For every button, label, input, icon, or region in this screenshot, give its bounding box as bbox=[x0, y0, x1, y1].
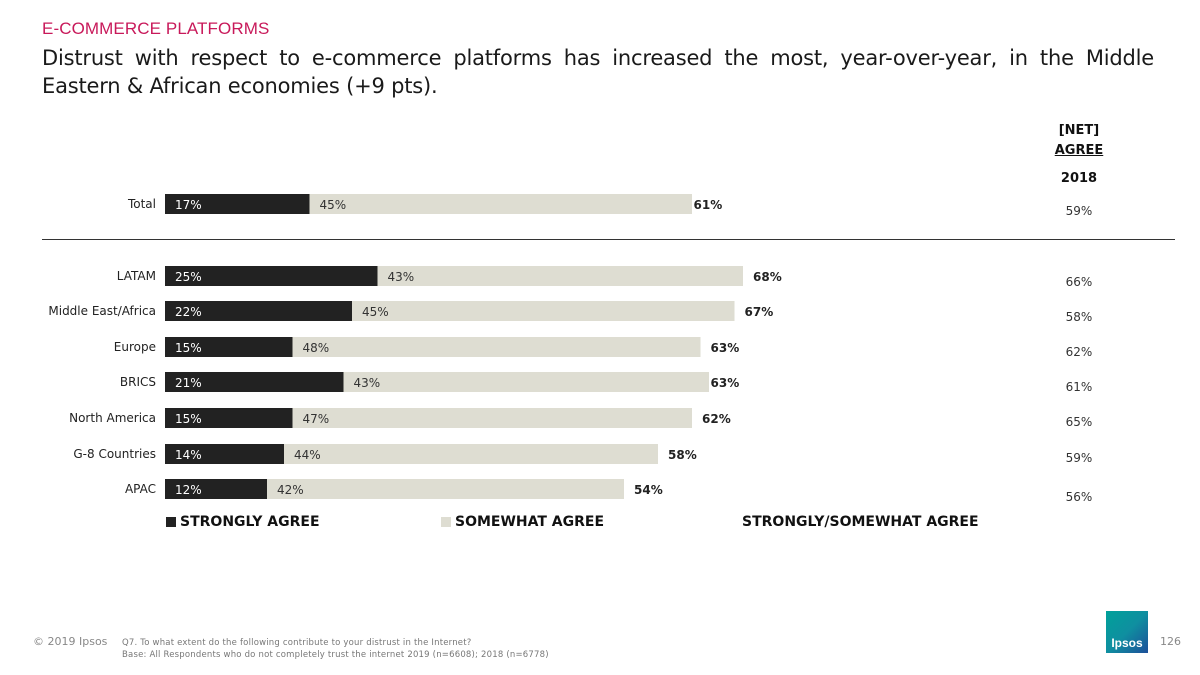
net-2018-value: 59% bbox=[1066, 451, 1093, 465]
legend-strongly-agree: STRONGLY AGREE bbox=[166, 514, 320, 530]
category-label: Europe bbox=[114, 340, 156, 354]
net-2018-value: 59% bbox=[1066, 204, 1093, 218]
category-label: G-8 Countries bbox=[73, 447, 156, 461]
bar-somewhat-agree bbox=[343, 372, 709, 392]
value-label-somewhat: 44% bbox=[294, 448, 321, 462]
total-label: 63% bbox=[711, 376, 740, 390]
net-2018-value: 56% bbox=[1066, 490, 1093, 504]
net-2018-value: 62% bbox=[1066, 345, 1093, 359]
value-label-somewhat: 42% bbox=[277, 483, 304, 497]
legend-total: STRONGLY/SOMEWHAT AGREE bbox=[742, 514, 979, 530]
total-label: 58% bbox=[668, 448, 697, 462]
category-label: APAC bbox=[125, 482, 156, 496]
value-label-somewhat: 48% bbox=[303, 341, 330, 355]
net-header-label: [NET] bbox=[1058, 123, 1100, 138]
total-divider bbox=[42, 239, 1175, 240]
value-label-strongly: 14% bbox=[175, 448, 202, 462]
value-label-strongly: 17% bbox=[175, 198, 202, 212]
total-label: 54% bbox=[634, 483, 663, 497]
page-number: 126 bbox=[1160, 635, 1181, 648]
bar-somewhat-agree bbox=[309, 194, 692, 214]
legend-somewhat-agree: SOMEWHAT AGREE bbox=[441, 514, 604, 530]
category-label: LATAM bbox=[117, 269, 156, 283]
footnote-base: Base: All Respondents who do not complet… bbox=[122, 650, 549, 660]
value-label-strongly: 22% bbox=[175, 305, 202, 319]
category-label: BRICS bbox=[120, 375, 156, 389]
value-label-strongly: 25% bbox=[175, 270, 202, 284]
section-title: E-COMMERCE PLATFORMS bbox=[42, 19, 270, 38]
bar-strongly-agree bbox=[165, 194, 310, 214]
bar-strongly-agree bbox=[165, 372, 344, 392]
total-label: 67% bbox=[745, 305, 774, 319]
bar-somewhat-agree bbox=[377, 266, 743, 286]
bar-strongly-agree bbox=[165, 408, 293, 428]
legend-label-somewhat: SOMEWHAT AGREE bbox=[455, 514, 605, 530]
net-2018-value: 66% bbox=[1066, 275, 1093, 289]
bar-somewhat-agree bbox=[284, 444, 658, 464]
value-label-strongly: 15% bbox=[175, 412, 202, 426]
category-label: Total bbox=[127, 197, 156, 211]
value-label-strongly: 21% bbox=[175, 376, 202, 390]
ipsos-logo: Ipsos bbox=[1106, 611, 1148, 653]
bar-strongly-agree bbox=[165, 479, 267, 499]
value-label-somewhat: 45% bbox=[320, 198, 347, 212]
net-2018-value: 65% bbox=[1066, 415, 1093, 429]
legend-swatch-strong bbox=[166, 517, 176, 527]
legend-label-strong: STRONGLY AGREE bbox=[180, 514, 320, 530]
bar-strongly-agree bbox=[165, 266, 378, 286]
value-label-strongly: 12% bbox=[175, 483, 202, 497]
bar-somewhat-agree bbox=[267, 479, 624, 499]
total-label: 61% bbox=[694, 198, 723, 212]
legend-swatch-somewhat bbox=[441, 517, 451, 527]
net-2018-value: 61% bbox=[1066, 380, 1093, 394]
bar-somewhat-agree bbox=[292, 408, 692, 428]
bar-somewhat-agree bbox=[292, 337, 701, 357]
value-label-somewhat: 43% bbox=[388, 270, 415, 284]
value-label-somewhat: 47% bbox=[303, 412, 330, 426]
bar-strongly-agree bbox=[165, 337, 293, 357]
value-label-somewhat: 45% bbox=[362, 305, 389, 319]
net-2018-value: 58% bbox=[1066, 310, 1093, 324]
total-label: 68% bbox=[753, 270, 782, 284]
category-label: Middle East/Africa bbox=[48, 304, 156, 318]
headline: Distrust with respect to e-commerce plat… bbox=[42, 46, 1154, 98]
bar-strongly-agree bbox=[165, 301, 352, 321]
copyright: © 2019 Ipsos bbox=[33, 635, 108, 648]
footnote-question: Q7. To what extent do the following cont… bbox=[122, 638, 472, 648]
value-label-strongly: 15% bbox=[175, 341, 202, 355]
total-label: 62% bbox=[702, 412, 731, 426]
value-label-somewhat: 43% bbox=[354, 376, 381, 390]
bar-somewhat-agree bbox=[352, 301, 735, 321]
net-header-year: 2018 bbox=[1060, 171, 1098, 186]
logo-text: Ipsos bbox=[1111, 636, 1143, 650]
total-label: 63% bbox=[711, 341, 740, 355]
bar-strongly-agree bbox=[165, 444, 284, 464]
footnote: Q7. To what extent do the following cont… bbox=[122, 637, 549, 661]
legend-label-total: STRONGLY/SOMEWHAT AGREE bbox=[742, 514, 979, 530]
category-label: North America bbox=[69, 411, 156, 425]
net-header-agree: AGREE bbox=[1054, 143, 1104, 158]
